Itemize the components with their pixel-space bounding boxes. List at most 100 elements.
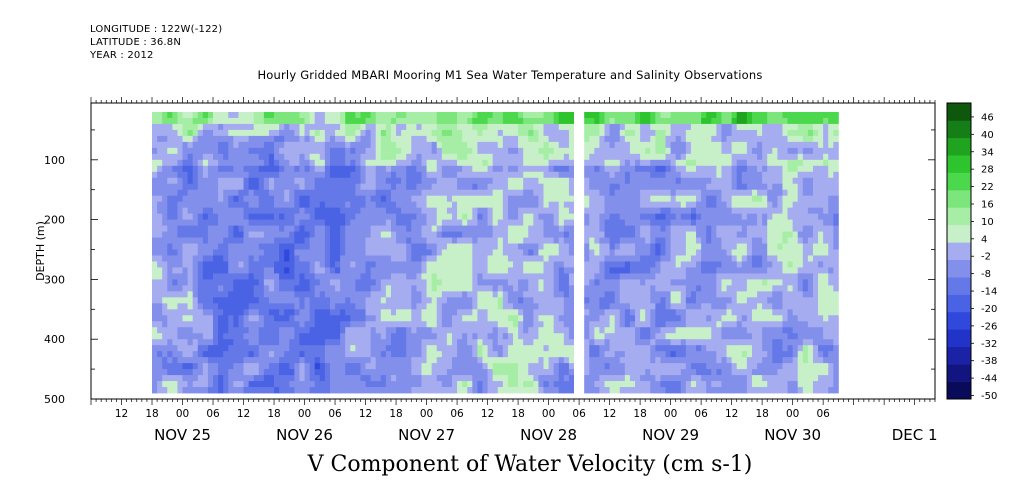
heatmap-cell: [604, 201, 610, 209]
heatmap-cell: [487, 357, 494, 364]
heatmap-cell: [268, 207, 275, 215]
heatmap-cell: [223, 243, 229, 250]
heatmap-cell: [431, 141, 438, 149]
heatmap-cell: [629, 381, 636, 388]
heatmap-cell: [258, 141, 265, 149]
heatmap-cell: [350, 219, 356, 226]
heatmap-cell: [462, 159, 468, 167]
heatmap-cell: [604, 297, 610, 304]
heatmap-cell: [436, 225, 443, 232]
heatmap-cell: [528, 375, 534, 382]
heatmap-cell: [563, 111, 570, 119]
heatmap-cell: [365, 231, 372, 238]
heatmap-cell: [197, 375, 204, 382]
heatmap-cell: [492, 165, 499, 173]
heatmap-cell: [167, 231, 173, 238]
heatmap-cell: [355, 345, 361, 352]
heatmap-cell: [350, 189, 356, 197]
heatmap-cell: [467, 153, 473, 161]
heatmap-cell: [396, 309, 402, 316]
heatmap-cell: [167, 351, 173, 358]
heatmap-cell: [451, 177, 458, 185]
heatmap-cell: [457, 219, 463, 226]
heatmap-cell: [289, 123, 295, 131]
heatmap-cell: [218, 165, 224, 173]
heatmap-cell: [568, 297, 575, 304]
heatmap-cell: [614, 165, 621, 173]
heatmap-cell: [157, 267, 163, 274]
heatmap-cell: [172, 303, 178, 310]
heatmap-cell: [472, 351, 478, 358]
heatmap-cell: [487, 315, 494, 322]
heatmap-cell: [477, 189, 483, 197]
heatmap-cell: [543, 369, 549, 376]
heatmap-cell: [309, 285, 316, 292]
heatmap-cell: [152, 339, 158, 346]
heatmap-cell: [619, 291, 626, 298]
heatmap-cell: [599, 117, 605, 125]
heatmap-cell: [279, 267, 285, 274]
heatmap-cell: [299, 177, 305, 185]
heatmap-cell: [335, 303, 341, 310]
heatmap-cell: [248, 369, 255, 376]
heatmap-cell: [213, 237, 219, 244]
heatmap-cell: [579, 309, 585, 316]
heatmap-cell: [492, 309, 499, 316]
heatmap-cell: [619, 219, 626, 226]
heatmap-cell: [355, 291, 361, 298]
heatmap-cell: [446, 261, 453, 268]
heatmap-cell: [513, 285, 519, 292]
heatmap-cell: [396, 321, 402, 328]
heatmap-cell: [187, 237, 194, 244]
heatmap-cell: [238, 345, 244, 352]
heatmap-cell: [375, 165, 382, 173]
heatmap-cell: [233, 219, 239, 226]
heatmap-cell: [390, 201, 397, 209]
heatmap-cell: [380, 375, 387, 382]
heatmap-cell: [213, 129, 219, 137]
heatmap-cell: [436, 159, 443, 167]
heatmap-cell: [396, 111, 402, 119]
heatmap-cell: [589, 351, 595, 358]
heatmap-cell: [385, 303, 392, 310]
heatmap-cell: [462, 351, 468, 358]
heatmap-cell: [172, 339, 178, 346]
heatmap-cell: [157, 273, 163, 280]
heatmap-cell: [157, 135, 163, 143]
heatmap-cell: [279, 327, 285, 334]
heatmap-cell: [594, 351, 600, 358]
heatmap-cell: [446, 255, 453, 262]
heatmap-cell: [177, 369, 183, 376]
heatmap-cell: [594, 177, 600, 185]
heatmap-cell: [675, 279, 682, 286]
heatmap-cell: [314, 231, 321, 238]
heatmap-cell: [268, 285, 275, 292]
heatmap-cell: [202, 267, 209, 274]
heatmap-cell: [385, 111, 392, 119]
heatmap-cell: [436, 297, 443, 304]
heatmap-cell: [574, 261, 580, 268]
heatmap-cell: [619, 381, 626, 388]
heatmap-cell: [218, 267, 224, 274]
heatmap-cell: [426, 111, 433, 119]
heatmap-cell: [584, 147, 590, 155]
heatmap-cell: [279, 153, 285, 161]
heatmap-cell: [213, 165, 219, 173]
heatmap-cell: [390, 369, 397, 376]
heatmap-cell: [528, 363, 534, 370]
heatmap-cell: [340, 345, 346, 352]
heatmap-cell: [360, 285, 366, 292]
heatmap-cell: [599, 381, 605, 388]
heatmap-cell: [284, 159, 290, 167]
heatmap-cell: [426, 213, 433, 221]
heatmap-cell: [436, 261, 443, 268]
heatmap-cell: [487, 195, 494, 203]
heatmap-cell: [197, 237, 204, 244]
heatmap-cell: [314, 303, 321, 310]
heatmap-cell: [436, 219, 443, 226]
heatmap-cell: [670, 141, 677, 149]
heatmap-cell: [274, 363, 280, 370]
heatmap-cell: [553, 153, 560, 161]
heatmap-cell: [294, 243, 300, 250]
heatmap-cell: [436, 369, 443, 376]
